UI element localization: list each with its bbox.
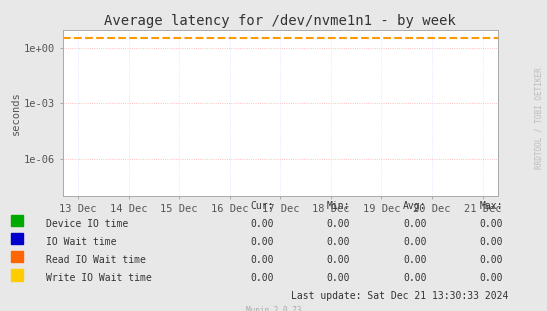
Text: 0.00: 0.00 (327, 255, 350, 265)
Text: 0.00: 0.00 (403, 219, 427, 229)
Text: 0.00: 0.00 (480, 273, 503, 283)
Y-axis label: seconds: seconds (11, 91, 21, 135)
Text: 0.00: 0.00 (327, 219, 350, 229)
Text: 0.00: 0.00 (250, 255, 274, 265)
Text: 0.00: 0.00 (250, 273, 274, 283)
Text: Max:: Max: (480, 201, 503, 211)
Text: Write IO Wait time: Write IO Wait time (46, 273, 152, 283)
Text: 0.00: 0.00 (480, 237, 503, 247)
Text: 0.00: 0.00 (403, 237, 427, 247)
Text: Read IO Wait time: Read IO Wait time (46, 255, 147, 265)
Title: Average latency for /dev/nvme1n1 - by week: Average latency for /dev/nvme1n1 - by we… (104, 14, 456, 28)
Text: 0.00: 0.00 (403, 273, 427, 283)
Text: 0.00: 0.00 (250, 237, 274, 247)
Text: Munin 2.0.73: Munin 2.0.73 (246, 306, 301, 311)
Text: 0.00: 0.00 (480, 255, 503, 265)
Text: Device IO time: Device IO time (46, 219, 129, 229)
Text: Min:: Min: (327, 201, 350, 211)
Text: Avg:: Avg: (403, 201, 427, 211)
Text: Cur:: Cur: (250, 201, 274, 211)
Text: 0.00: 0.00 (327, 273, 350, 283)
Text: RRDTOOL / TOBI OETIKER: RRDTOOL / TOBI OETIKER (534, 67, 543, 169)
Text: 0.00: 0.00 (250, 219, 274, 229)
Text: 0.00: 0.00 (480, 219, 503, 229)
Text: 0.00: 0.00 (327, 237, 350, 247)
Text: 0.00: 0.00 (403, 255, 427, 265)
Text: Last update: Sat Dec 21 13:30:33 2024: Last update: Sat Dec 21 13:30:33 2024 (292, 291, 509, 301)
Text: IO Wait time: IO Wait time (46, 237, 117, 247)
